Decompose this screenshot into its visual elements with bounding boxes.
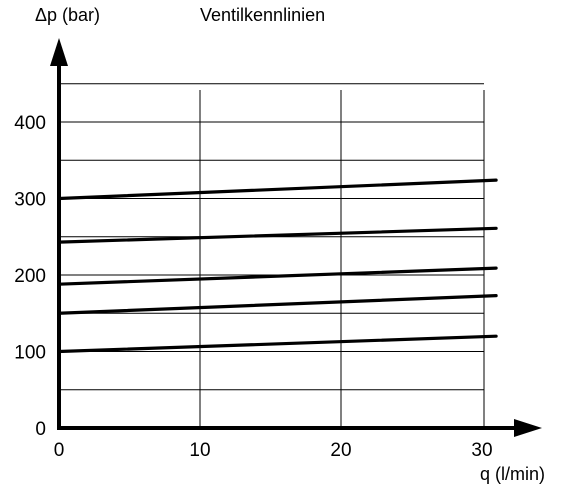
- y-axis-arrow: [50, 38, 68, 66]
- series-line-4: [57, 226, 498, 244]
- curves: [57, 178, 498, 354]
- x-tick-label: 10: [189, 440, 210, 461]
- tick-labels: 0 100 200 300 400 0 10 20 30: [14, 113, 492, 461]
- x-tick-label: 30: [471, 440, 492, 461]
- y-tick-label: 200: [14, 266, 46, 287]
- chart-title: Ventilkennlinien: [200, 5, 325, 25]
- y-tick-label: 400: [14, 113, 46, 134]
- y-tick-label: 0: [35, 419, 46, 440]
- x-tick-label: 0: [54, 440, 65, 461]
- series-line-5: [57, 178, 498, 201]
- grid: [59, 83, 485, 428]
- y-tick-label: 100: [14, 343, 46, 364]
- x-tick-label: 20: [330, 440, 351, 461]
- axes: [50, 38, 542, 437]
- series-line-2: [57, 294, 498, 315]
- x-axis-label: q (l/min): [480, 464, 545, 484]
- y-axis-label: Δp (bar): [35, 5, 100, 25]
- series-line-3: [57, 266, 498, 286]
- x-axis-arrow: [514, 419, 542, 437]
- y-tick-label: 300: [14, 190, 46, 211]
- series-line-1: [57, 334, 498, 354]
